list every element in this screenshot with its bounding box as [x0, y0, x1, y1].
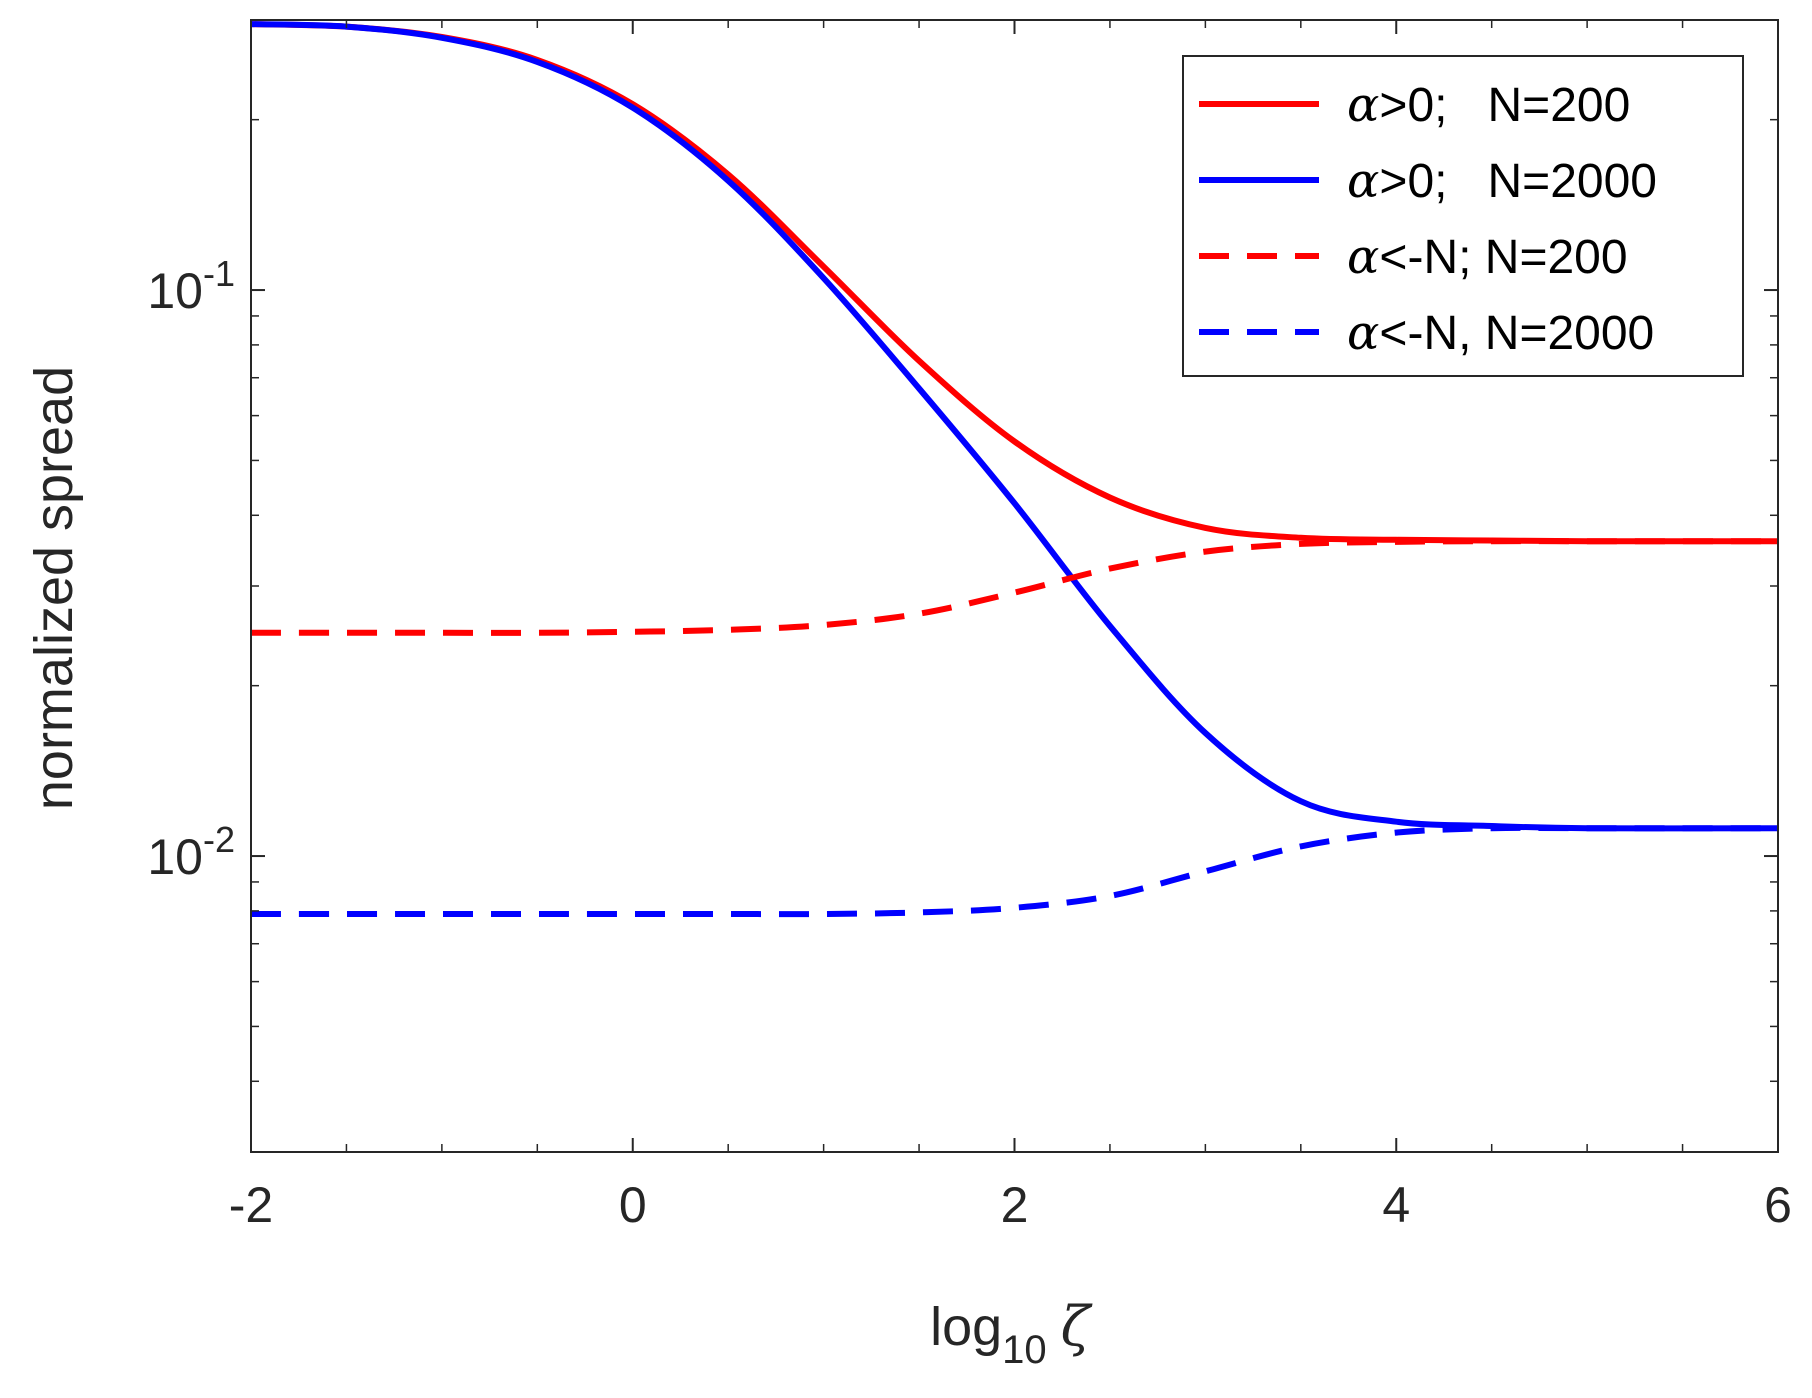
y-tick-label: 10-1	[147, 253, 235, 319]
y-tick-label-exponent: -1	[203, 253, 235, 294]
series-line-4	[250, 824, 1778, 918]
series-line-2	[250, 21, 1779, 832]
legend-label-text: <-N, N=2000	[1379, 307, 1654, 360]
legend-box	[1182, 55, 1744, 377]
legend-label-symbol: α	[1347, 153, 1379, 209]
x-tick-label: 0	[619, 1177, 647, 1233]
legend-label-2: α>0; N=2000	[1347, 153, 1657, 209]
x-tick-label: 2	[1001, 1177, 1029, 1233]
axes: -2 0 2 4 610-210-1	[147, 19, 1792, 1233]
x-tick-label: -2	[229, 1177, 273, 1233]
legend-label-text: >0; N=2000	[1379, 155, 1657, 208]
series-lines	[250, 21, 1779, 918]
x-axis-label: log10 ζ	[930, 1295, 1093, 1372]
x-tick-label: 6	[1764, 1177, 1792, 1233]
y-tick-label-exponent: -2	[203, 819, 235, 860]
legend-label-3: α<-N; N=200	[1347, 229, 1628, 285]
x-axis-label-subscript: 10	[1002, 1328, 1047, 1372]
legend-label-4: α<-N, N=2000	[1347, 305, 1654, 361]
legend-label-symbol: α	[1347, 229, 1379, 285]
y-tick-label-base: 10	[147, 263, 203, 319]
x-axis-label-base: log	[930, 1297, 1002, 1357]
legend-label-text: >0; N=200	[1379, 79, 1630, 132]
legend-label-1: α>0; N=200	[1347, 77, 1630, 133]
legend-label-symbol: α	[1347, 77, 1379, 133]
y-tick-label-base: 10	[147, 829, 203, 885]
y-tick-label: 10-2	[147, 819, 235, 885]
series-line-3	[251, 538, 1778, 636]
legend-label-text: <-N; N=200	[1379, 231, 1627, 284]
y-axis-label: normalized spread	[24, 366, 84, 810]
legend-label-symbol: α	[1347, 305, 1379, 361]
x-axis-label-symbol: ζ	[1061, 1295, 1093, 1358]
x-tick-label: 4	[1382, 1177, 1410, 1233]
